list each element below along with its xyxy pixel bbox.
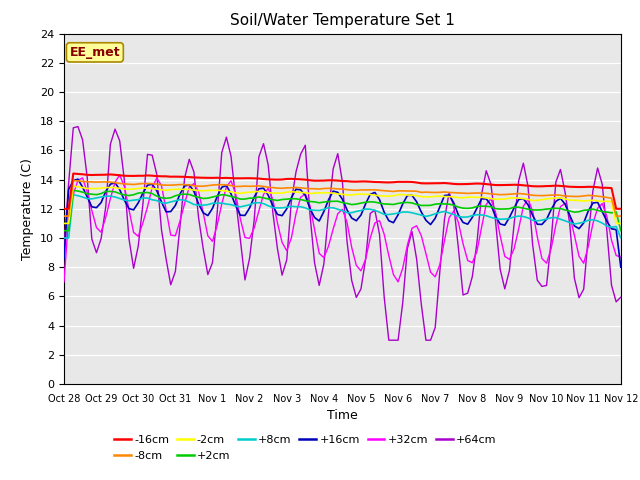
Legend: -16cm, -8cm, -2cm, +2cm, +8cm, +16cm, +32cm, +64cm: -16cm, -8cm, -2cm, +2cm, +8cm, +16cm, +3… bbox=[114, 435, 497, 461]
Title: Soil/Water Temperature Set 1: Soil/Water Temperature Set 1 bbox=[230, 13, 455, 28]
Text: EE_met: EE_met bbox=[70, 46, 120, 59]
Y-axis label: Temperature (C): Temperature (C) bbox=[22, 158, 35, 260]
X-axis label: Time: Time bbox=[327, 409, 358, 422]
